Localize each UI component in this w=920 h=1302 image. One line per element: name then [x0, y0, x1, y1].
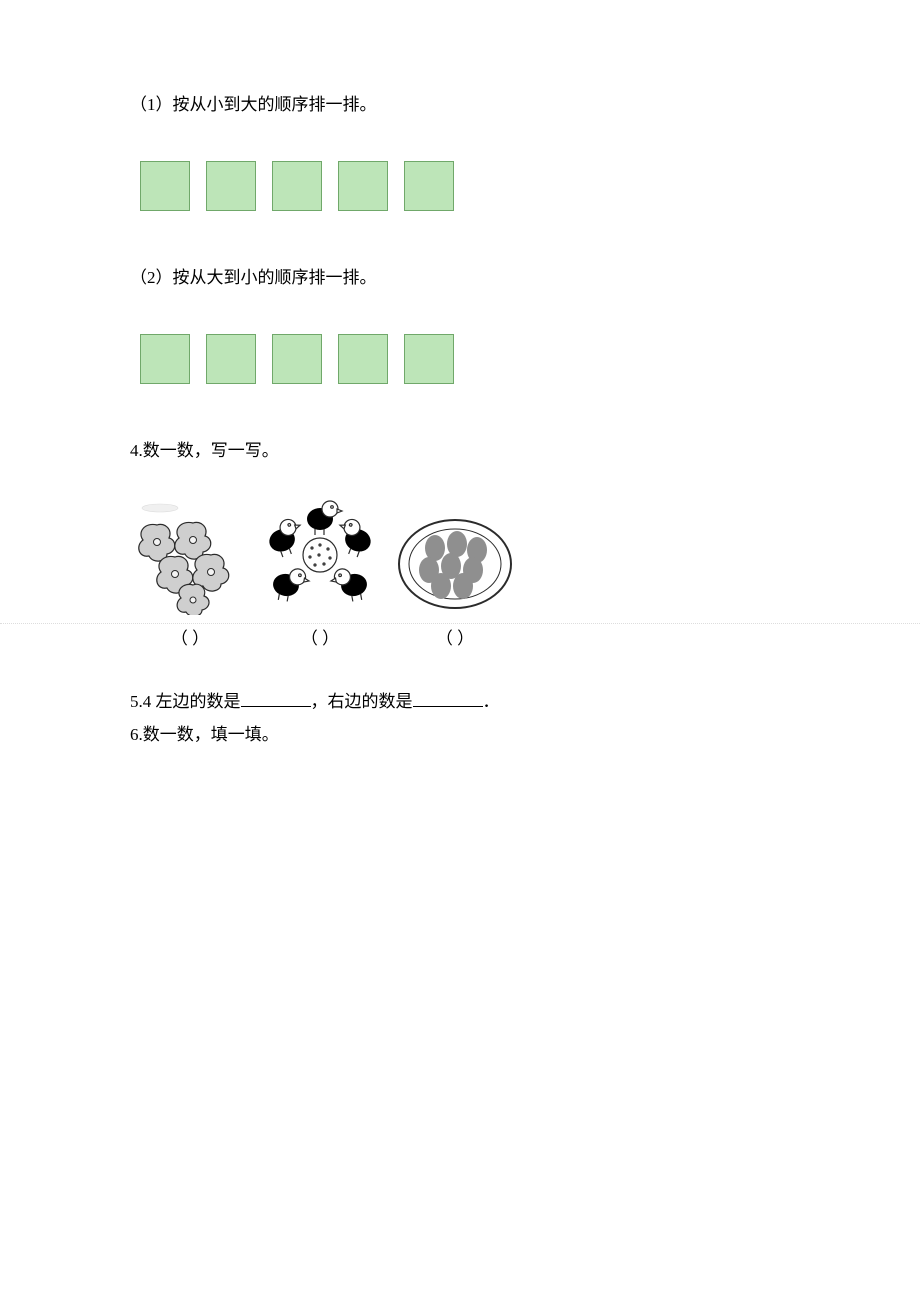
- flowers-icon: [135, 500, 245, 615]
- answer-box[interactable]: [272, 334, 322, 384]
- answer-blank-3[interactable]: （ ）: [390, 624, 520, 649]
- answer-box[interactable]: [206, 334, 256, 384]
- answer-box[interactable]: [338, 334, 388, 384]
- q5-blank-1[interactable]: [241, 689, 311, 707]
- q5-line: 5.4 左边的数是 ，右边的数是 ．: [130, 687, 790, 712]
- answer-box[interactable]: [272, 161, 322, 211]
- boxes-row-2: [140, 334, 790, 384]
- answer-box[interactable]: [404, 161, 454, 211]
- q6-text: 6.数一数，填一填。: [130, 720, 790, 745]
- answer-box[interactable]: [338, 161, 388, 211]
- q4-text: 4.数一数，写一写。: [130, 436, 790, 461]
- counting-images-row: [130, 485, 790, 615]
- eggs-plate-icon: [395, 510, 515, 615]
- q5-mid: ，右边的数是: [311, 692, 413, 711]
- count-cell-eggs: [390, 510, 520, 615]
- q1-text: （1）按从小到大的顺序排一排。: [130, 90, 790, 115]
- answer-blank-1[interactable]: （ ）: [130, 624, 250, 649]
- chicks-icon: [250, 485, 390, 615]
- q2-text: （2）按从大到小的顺序排一排。: [130, 263, 790, 288]
- answer-blank-2[interactable]: （ ）: [250, 624, 390, 649]
- counting-answer-row: （ ） （ ） （ ）: [130, 624, 790, 649]
- boxes-row-1: [140, 161, 790, 211]
- count-cell-chicks: [250, 485, 390, 615]
- q5-suffix: ．: [483, 692, 500, 711]
- q5-prefix: 5.4 左边的数是: [130, 692, 241, 711]
- answer-box[interactable]: [140, 161, 190, 211]
- count-cell-flowers: [130, 500, 250, 615]
- answer-box[interactable]: [140, 334, 190, 384]
- answer-box[interactable]: [404, 334, 454, 384]
- q5-blank-2[interactable]: [413, 689, 483, 707]
- answer-box[interactable]: [206, 161, 256, 211]
